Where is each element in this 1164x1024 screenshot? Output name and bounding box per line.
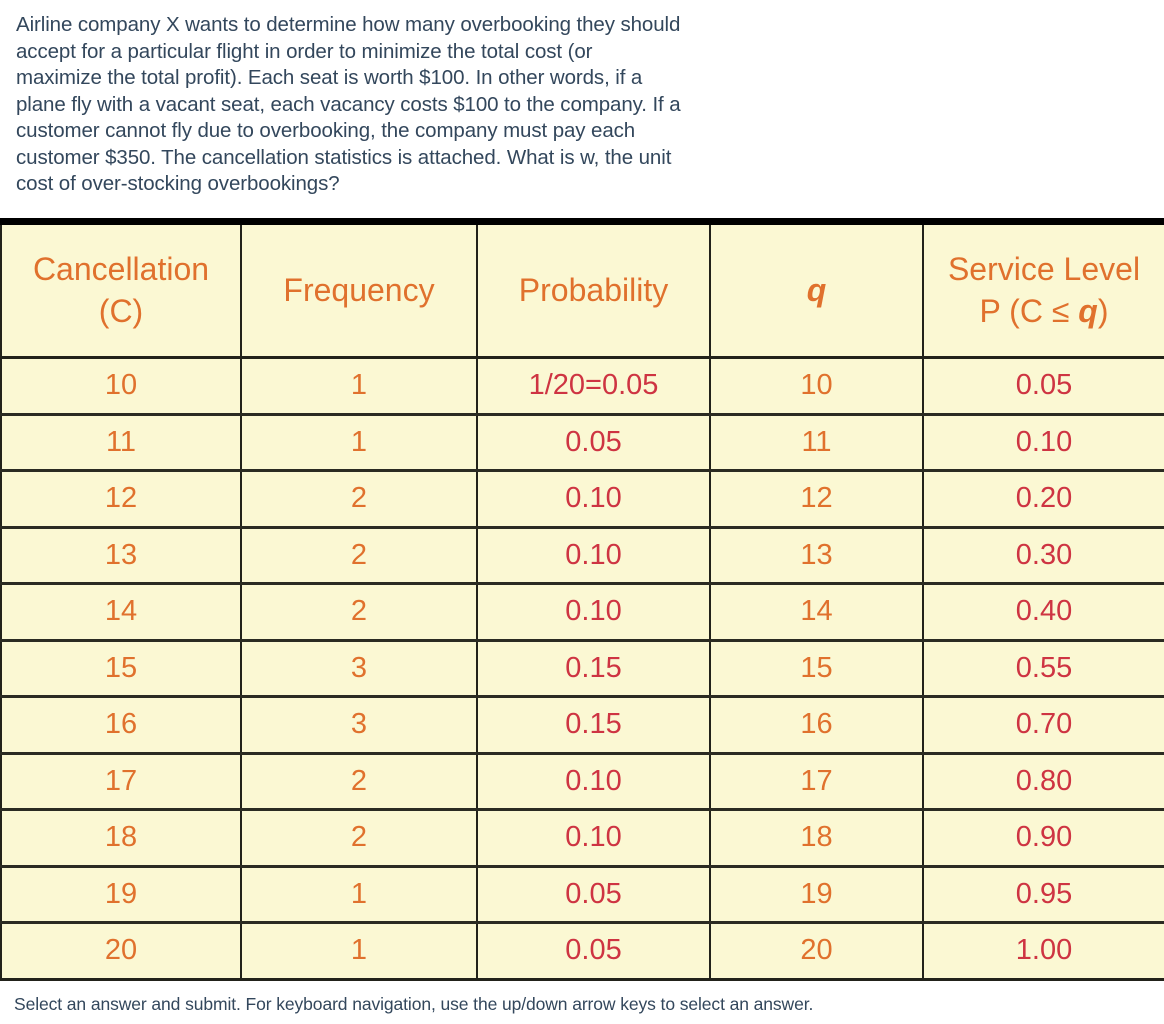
table-header: Cancellation (C) Frequency Probability q… (0, 221, 1164, 359)
header-service-level-line2: P (C ≤ q) (924, 291, 1164, 333)
cell-probability: 1/20=0.05 (476, 357, 711, 414)
cell-cancellation: 17 (0, 751, 242, 810)
cell-probability: 0.10 (476, 751, 711, 810)
cell-cancellation: 19 (0, 864, 242, 923)
header-cancellation-line2: (C) (98, 292, 144, 329)
header-service-level-line1: Service Level (947, 250, 1141, 287)
cell-frequency: 1 (240, 357, 478, 414)
header-q-symbol: q (806, 271, 827, 308)
cell-probability: 0.05 (476, 412, 711, 471)
cell-q: 14 (709, 582, 924, 640)
cell-frequency: 3 (240, 695, 478, 753)
table-row: 16 3 0.15 16 0.70 (0, 695, 1164, 753)
cell-q: 20 (709, 921, 924, 979)
cell-service-level: 0.40 (922, 582, 1164, 640)
cell-probability: 0.05 (476, 864, 711, 923)
cell-probability: 0.10 (476, 525, 711, 584)
cell-service-level: 0.20 (922, 469, 1164, 527)
cancellation-statistics-table: Cancellation (C) Frequency Probability q… (0, 218, 1164, 981)
cell-q: 16 (709, 695, 924, 753)
cell-q: 18 (709, 808, 924, 866)
header-service-formula-q: q (1078, 292, 1098, 329)
table-row: 10 1 1/20=0.05 10 0.05 (0, 357, 1164, 414)
cell-frequency: 1 (240, 864, 478, 923)
cell-cancellation: 11 (0, 412, 242, 471)
cell-q: 17 (709, 751, 924, 810)
cell-q: 11 (709, 412, 924, 471)
header-cancellation: Cancellation (C) (0, 221, 242, 359)
cell-service-level: 1.00 (922, 921, 1164, 979)
cell-service-level: 0.55 (922, 638, 1164, 697)
cell-service-level: 0.05 (922, 357, 1164, 414)
cell-service-level: 0.80 (922, 751, 1164, 810)
table-row: 20 1 0.05 20 1.00 (0, 921, 1164, 979)
cell-probability: 0.10 (476, 469, 711, 527)
header-service-formula-pre: P (C ≤ (979, 292, 1079, 329)
cell-cancellation: 20 (0, 921, 242, 979)
table-row: 19 1 0.05 19 0.95 (0, 864, 1164, 923)
header-cancellation-line1: Cancellation (32, 250, 210, 287)
cell-q: 10 (709, 357, 924, 414)
table-row: 13 2 0.10 13 0.30 (0, 525, 1164, 584)
cell-cancellation: 15 (0, 638, 242, 697)
header-service-level: Service Level P (C ≤ q) (922, 221, 1164, 359)
table-row: 15 3 0.15 15 0.55 (0, 638, 1164, 697)
cell-frequency: 2 (240, 469, 478, 527)
table-row: 18 2 0.10 18 0.90 (0, 808, 1164, 866)
table-row: 12 2 0.10 12 0.20 (0, 469, 1164, 527)
cell-q: 13 (709, 525, 924, 584)
cell-frequency: 2 (240, 808, 478, 866)
cell-service-level: 0.70 (922, 695, 1164, 753)
header-frequency: Frequency (240, 221, 478, 359)
cell-service-level: 0.10 (922, 412, 1164, 471)
cell-q: 12 (709, 469, 924, 527)
cell-cancellation: 16 (0, 695, 242, 753)
cell-probability: 0.10 (476, 808, 711, 866)
cell-cancellation: 10 (0, 357, 242, 414)
table-row: 17 2 0.10 17 0.80 (0, 751, 1164, 810)
cell-cancellation: 12 (0, 469, 242, 527)
cell-frequency: 2 (240, 582, 478, 640)
cell-cancellation: 18 (0, 808, 242, 866)
cell-probability: 0.15 (476, 695, 711, 753)
cell-probability: 0.05 (476, 921, 711, 979)
cell-frequency: 1 (240, 412, 478, 471)
cell-service-level: 0.90 (922, 808, 1164, 866)
cell-cancellation: 13 (0, 525, 242, 584)
header-probability: Probability (476, 221, 711, 359)
table-row: 14 2 0.10 14 0.40 (0, 582, 1164, 640)
cell-q: 19 (709, 864, 924, 923)
cell-probability: 0.15 (476, 638, 711, 697)
keyboard-navigation-hint: Select an answer and submit. For keyboar… (14, 994, 814, 1014)
cell-service-level: 0.95 (922, 864, 1164, 923)
cell-frequency: 2 (240, 751, 478, 810)
table-row: 11 1 0.05 11 0.10 (0, 412, 1164, 471)
cell-frequency: 1 (240, 921, 478, 979)
cell-probability: 0.10 (476, 582, 711, 640)
cell-service-level: 0.30 (922, 525, 1164, 584)
header-q: q (709, 221, 924, 359)
cell-cancellation: 14 (0, 582, 242, 640)
question-text: Airline company X wants to determine how… (16, 13, 681, 195)
header-row: Cancellation (C) Frequency Probability q… (0, 221, 1164, 359)
cell-frequency: 3 (240, 638, 478, 697)
cell-q: 15 (709, 638, 924, 697)
table-body: 10 1 1/20=0.05 10 0.05 11 1 0.05 11 0.10… (0, 357, 1164, 979)
header-service-formula-post: ) (1097, 292, 1109, 329)
cell-frequency: 2 (240, 525, 478, 584)
